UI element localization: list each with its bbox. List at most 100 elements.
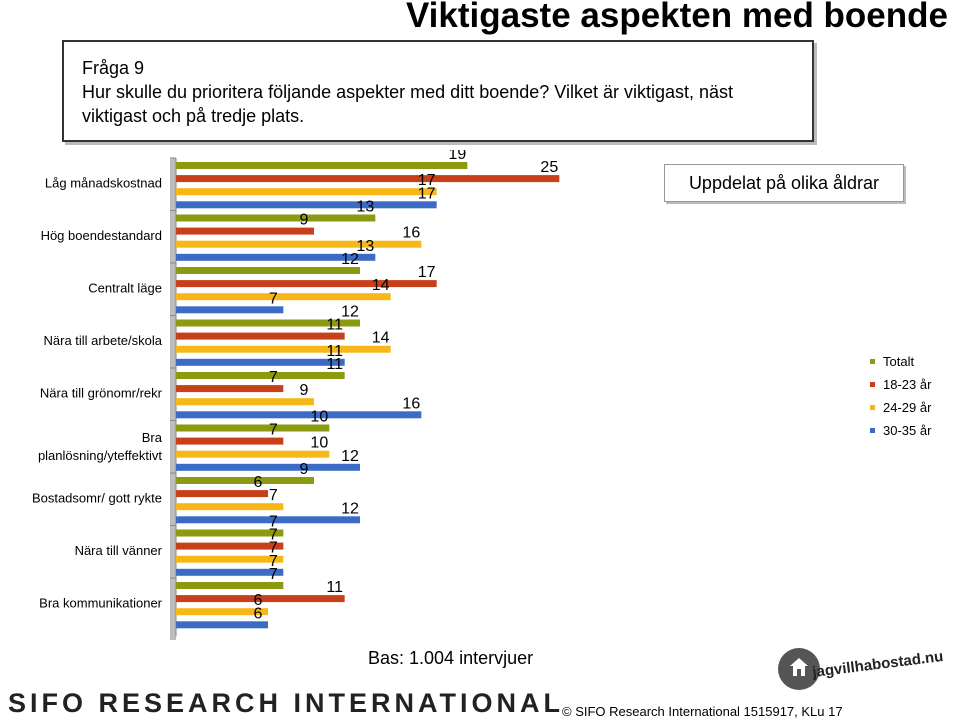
category-label: Nära till grönomr/rekr — [40, 386, 163, 401]
bar — [176, 582, 284, 589]
legend-label: 18-23 år — [883, 377, 932, 392]
legend-swatch — [870, 382, 875, 387]
data-label: 17 — [418, 185, 436, 202]
data-label: 13 — [356, 238, 374, 255]
data-label: 11 — [326, 356, 343, 373]
category-label: Nära till vänner — [75, 543, 163, 558]
data-label: 7 — [269, 422, 278, 439]
legend-item: 24-29 år — [870, 396, 956, 419]
data-label: 7 — [269, 527, 278, 544]
data-label: 16 — [402, 225, 420, 242]
bar — [176, 227, 314, 235]
data-label: 14 — [372, 277, 390, 294]
data-label: 12 — [341, 251, 359, 268]
category-label: Hög boendestandard — [41, 228, 162, 243]
legend-swatch — [870, 359, 875, 364]
bar — [176, 280, 437, 288]
bar — [176, 516, 360, 524]
bar — [176, 503, 284, 511]
bar — [176, 188, 437, 196]
data-label: 12 — [341, 448, 359, 465]
data-label: 7 — [269, 553, 278, 570]
data-label: 7 — [269, 566, 278, 583]
category-label: Nära till arbete/skola — [44, 333, 163, 348]
data-label: 10 — [310, 435, 328, 452]
data-label: 10 — [310, 409, 328, 426]
bar — [176, 319, 360, 327]
data-label: 19 — [448, 150, 466, 163]
bar — [176, 240, 422, 248]
legend: Totalt 18-23 år 24-29 år 30-35 år — [870, 350, 956, 442]
data-label: 7 — [269, 514, 278, 531]
data-label: 14 — [372, 330, 390, 347]
data-label: 9 — [300, 461, 309, 478]
data-label: 11 — [326, 317, 343, 334]
data-label: 7 — [269, 290, 278, 307]
bar — [176, 267, 360, 274]
legend-swatch — [870, 428, 875, 433]
question-box: Fråga 9 Hur skulle du prioritera följand… — [62, 40, 814, 142]
bar — [176, 437, 284, 445]
bar — [176, 162, 468, 169]
base-count: Bas: 1.004 intervjuer — [368, 648, 534, 668]
category-label: Bra kommunikationer — [39, 596, 162, 611]
legend-item: 18-23 år — [870, 373, 956, 396]
bar — [176, 201, 437, 209]
bar — [176, 345, 391, 353]
copyright: © SIFO Research International 1515917, K… — [562, 704, 843, 719]
data-label: 6 — [254, 605, 263, 622]
legend-item: 30-35 år — [870, 419, 956, 442]
question-text: Hur skulle du prioritera följande aspekt… — [82, 82, 734, 126]
data-label: 7 — [269, 540, 278, 557]
question-number: Fråga 9 — [82, 58, 145, 78]
data-label: 17 — [418, 172, 436, 189]
bar — [176, 332, 345, 340]
category-label: Bra planlösning/yteffektivt — [38, 430, 163, 463]
jagvillhabostad-logo: jagvillhabostad.nu — [778, 646, 958, 696]
subtitle-box: Uppdelat på olika åldrar — [664, 164, 904, 202]
logo-text: jagvillhabostad.nu — [811, 648, 945, 681]
bar — [176, 595, 345, 603]
bar — [176, 424, 330, 432]
data-label: 11 — [326, 579, 343, 596]
bar — [176, 372, 345, 379]
data-label: 7 — [269, 487, 278, 504]
bar — [176, 621, 268, 629]
data-label: 17 — [418, 264, 436, 281]
legend-item: Totalt — [870, 350, 956, 373]
bar — [176, 463, 360, 471]
data-label: 6 — [254, 474, 263, 491]
bar — [176, 542, 284, 550]
bar — [176, 175, 560, 183]
legend-label: 24-29 år — [883, 400, 932, 415]
house-icon — [790, 658, 808, 676]
data-label: 12 — [341, 500, 359, 517]
data-label: 11 — [326, 343, 343, 360]
bar — [176, 385, 284, 393]
axis-wall — [170, 158, 176, 640]
bar — [176, 293, 391, 301]
bar — [176, 253, 376, 261]
legend-swatch — [870, 405, 875, 410]
sifo-logo: SIFO RESEARCH INTERNATIONAL — [8, 688, 565, 718]
data-label: 25 — [540, 159, 558, 176]
bar — [176, 306, 284, 314]
legend-label: 30-35 år — [883, 423, 932, 438]
bar — [176, 411, 422, 419]
data-label: 16 — [402, 395, 420, 412]
page-title: Viktigaste aspekten med boende — [405, 0, 948, 35]
bar — [176, 608, 268, 616]
data-label: 12 — [341, 304, 359, 321]
bar — [176, 490, 268, 498]
bar — [176, 529, 284, 537]
bar — [176, 214, 376, 222]
bar — [176, 398, 314, 406]
bar — [176, 568, 284, 576]
bar — [176, 477, 314, 484]
data-label: 9 — [300, 382, 309, 399]
bar — [176, 555, 284, 563]
legend-label: Totalt — [883, 354, 915, 369]
category-label: Centralt läge — [88, 281, 162, 296]
data-label: 6 — [254, 592, 263, 609]
